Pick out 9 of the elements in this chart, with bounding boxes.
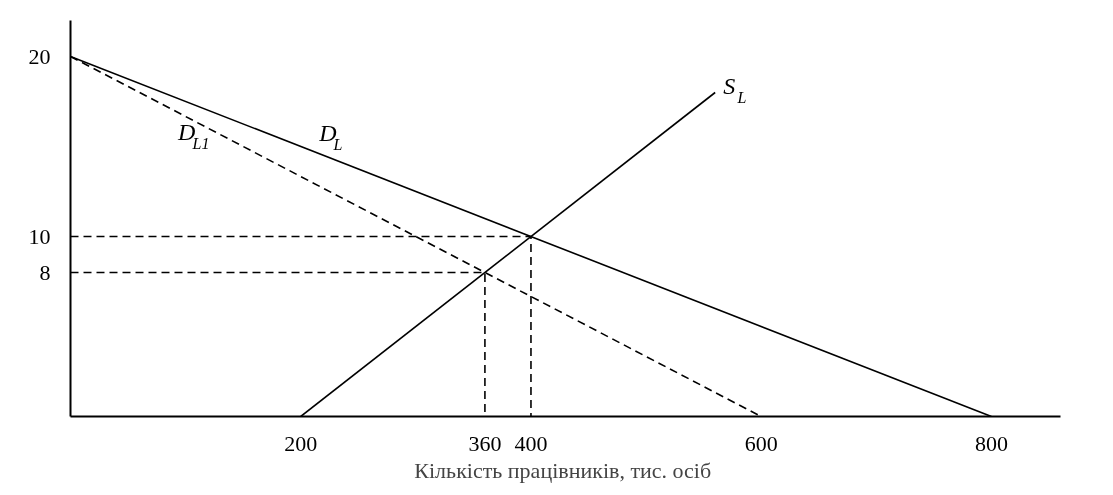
y-tick-label: 8 — [39, 259, 51, 285]
x-tick-label: 200 — [284, 430, 318, 456]
x-tick-label: 600 — [744, 430, 778, 456]
y-tick-label: 10 — [28, 223, 51, 249]
y-tick-label: 20 — [28, 43, 51, 69]
x-tick-label: 800 — [974, 430, 1008, 456]
x-tick-label: 400 — [514, 430, 548, 456]
x-axis-title: Кількість працівників, тис. осіб — [414, 457, 712, 483]
x-tick-label: 360 — [468, 430, 502, 456]
